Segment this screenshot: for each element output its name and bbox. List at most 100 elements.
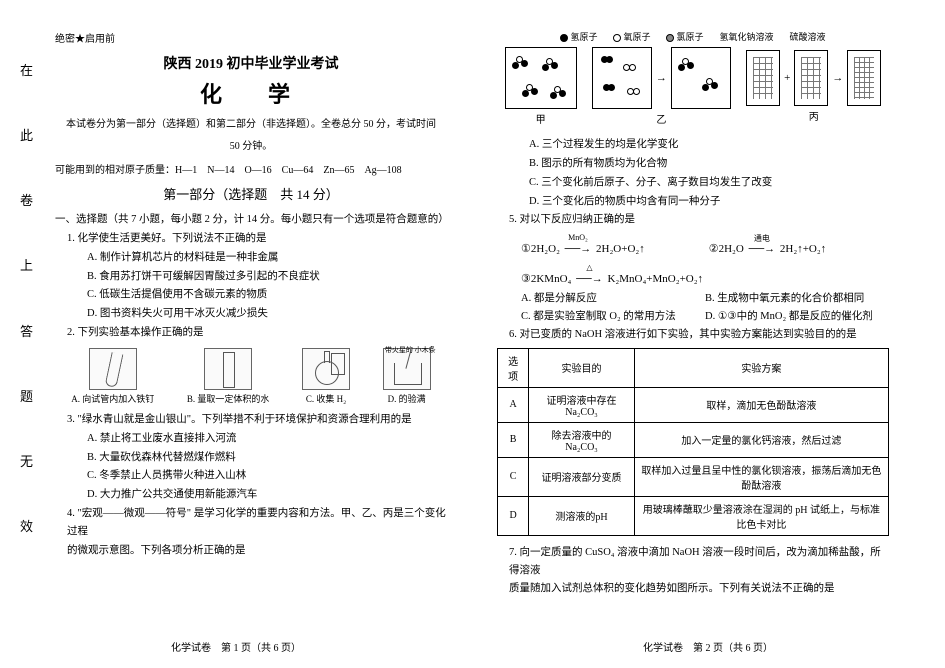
q1-opt-a: A. 制作计算机芯片的材料硅是一种非金属 — [55, 249, 447, 267]
exam-title-line2: 化 学 — [55, 77, 447, 109]
table-row: C 证明溶液部分变质 取样加入过量且呈中性的氯化钡溶液，振荡后滴加无色酚酞溶液 — [498, 457, 889, 496]
q5-eq1: ①2H₂O₂ MnO₂──→ 2H₂O+O₂↑ — [521, 235, 645, 255]
part1-heading: 一、选择题（共 7 小题，每小题 2 分，计 14 分。每小题只有一个选项是符合… — [55, 211, 447, 229]
side-char: 答 — [20, 321, 38, 340]
q1-opt-b: B. 食用苏打饼干可缓解因胃酸过多引起的不良症状 — [55, 268, 447, 286]
reaction-arrow-icon: MnO₂──→ — [565, 235, 592, 255]
q1-opt-d: D. 图书资料失火可用干冰灭火减少损失 — [55, 305, 447, 323]
footer-page-2: 化学试卷 第 2 页（共 6 页） — [472, 639, 944, 654]
reaction-yi-left-icon — [592, 47, 652, 109]
q6-cell: C — [498, 457, 529, 496]
q5-options: A. 都是分解反应 B. 生成物中氧元素的化合价都相同 C. 都是实验室制取 O… — [497, 290, 889, 326]
footer-page-1: 化学试卷 第 1 页（共 6 页） — [0, 639, 472, 654]
q2-fig-c: C. 收集 H₂ — [302, 348, 350, 405]
q6-cell: 除去溶液中的 Na₂CO₃ — [529, 422, 635, 457]
legend-o: 氧原子 — [613, 30, 650, 43]
side-char: 题 — [20, 386, 38, 405]
reaction-yi-right-icon — [671, 47, 731, 109]
confidential-label: 绝密★启用前 — [55, 30, 447, 45]
bottle-product-icon — [847, 50, 881, 106]
side-char: 效 — [20, 516, 38, 535]
legend-h2so4: 硫酸溶液 — [790, 30, 826, 43]
q6-cell: 证明溶液部分变质 — [529, 457, 635, 496]
q6-table: 选项 实验目的 实验方案 A 证明溶液中存在 Na₂CO₃ 取样，滴加无色酚酞溶… — [497, 348, 889, 536]
q6-cell: D — [498, 496, 529, 535]
q3-opt-b: B. 大量砍伐森林代替燃煤作燃料 — [55, 449, 447, 467]
q2-fig-d-caption: D. 的验满 — [383, 392, 431, 405]
q6-cell: B — [498, 422, 529, 457]
q6-cell: 用玻璃棒蘸取少量溶液涂在湿润的 pH 试纸上，与标准比色卡对比 — [634, 496, 888, 535]
q3-opt-a: A. 禁止将工业废水直接排入河流 — [55, 430, 447, 448]
q6-stem: 6. 对已变质的 NaOH 溶液进行如下实验，其中实验方案能达到实验目的的是 — [497, 326, 889, 344]
q1-stem: 1. 化学使生活更美好。下列说法不正确的是 — [55, 230, 447, 248]
q6-th-plan: 实验方案 — [634, 348, 888, 387]
label-bing: 丙 — [746, 108, 881, 123]
q3-stem: 3. "绿水青山就是金山银山"。下列举措不利于环境保护和资源合理利用的是 — [55, 411, 447, 429]
section-1-title: 第一部分（选择题 共 14 分） — [55, 184, 447, 203]
q6-header-row: 选项 实验目的 实验方案 — [498, 348, 889, 387]
plus-icon: + — [784, 72, 790, 84]
q2-fig-d: 带火星的 小木条 D. 的验满 — [383, 348, 431, 405]
q7-l1: 7. 向一定质量的 CuSO₄ 溶液中滴加 NaOH 溶液一段时间后，改为滴加稀… — [497, 544, 889, 580]
instructions-line1: 本试卷分为第一部分（选择题）和第二部分（非选择题）。全卷总分 50 分，考试时间 — [55, 117, 447, 133]
binding-margin-text: 在 此 卷 上 答 题 无 效 — [20, 60, 38, 580]
reaction-arrow-icon: △──→ — [576, 265, 603, 285]
q6-cell: 取样加入过量且呈中性的氯化钡溶液，振荡后滴加无色酚酞溶液 — [634, 457, 888, 496]
q5-eq2: ②2H₂O 通电──→ 2H₂↑+O₂↑ — [709, 235, 826, 255]
arrow-icon: → — [832, 72, 843, 84]
q2-fig-a-caption: A. 向试管内加入铁钉 — [71, 392, 154, 405]
gas-collection-icon — [302, 348, 350, 390]
q4-stem-l2: 的微观示意图。下列各项分析正确的是 — [55, 542, 447, 560]
q4-stem-l1: 4. "宏观——微观——符号" 是学习化学的重要内容和方法。甲、乙、丙是三个变化… — [55, 505, 447, 541]
page-2: 氢原子 氧原子 氯原子 氢氧化钠溶液 硫酸溶液 甲 → — [472, 0, 944, 668]
gas-test-icon: 带火星的 小木条 — [383, 348, 431, 390]
q2-fig-b-caption: B. 量取一定体积的水 — [187, 392, 270, 405]
q6-cell: 加入一定量的氯化钙溶液，然后过滤 — [634, 422, 888, 457]
q5-stem: 5. 对以下反应归纳正确的是 — [497, 211, 889, 229]
atomic-masses: 可能用到的相对原子质量：H—1 N—14 O—16 Cu—64 Zn—65 Ag… — [55, 161, 447, 176]
q4-opt-b: B. 图示的所有物质均为化合物 — [497, 155, 889, 173]
side-char: 卷 — [20, 190, 38, 209]
atom-legend: 氢原子 氧原子 氯原子 氢氧化钠溶液 硫酸溶液 — [497, 30, 889, 43]
q4-opt-d: D. 三个变化后的物质中均含有同一种分子 — [497, 193, 889, 211]
side-char: 此 — [20, 125, 38, 144]
q6-cell: 证明溶液中存在 Na₂CO₃ — [529, 387, 635, 422]
legend-h: 氢原子 — [560, 30, 597, 43]
side-char: 在 — [20, 60, 38, 79]
q7-l2: 质量随加入试剂总体积的变化趋势如图所示。下列有关说法不正确的是 — [497, 580, 889, 598]
q5-opt-c: C. 都是实验室制取 O₂ 的常用方法 — [521, 308, 705, 326]
test-tube-icon — [89, 348, 137, 390]
splint-label: 带火星的 小木条 — [385, 347, 436, 354]
label-yi: 乙 — [592, 111, 731, 126]
label-jia: 甲 — [505, 111, 577, 126]
q5-eq-row1: ①2H₂O₂ MnO₂──→ 2H₂O+O₂↑ ②2H₂O 通电──→ 2H₂↑… — [497, 230, 889, 260]
reaction-box-yi: → 乙 — [592, 47, 731, 126]
graduated-cylinder-icon — [204, 348, 252, 390]
q5-opt-b: B. 生成物中氧元素的化合价都相同 — [705, 290, 889, 308]
side-char: 上 — [20, 255, 38, 274]
atoms-prefix: 可能用到的相对原子质量： — [55, 165, 175, 176]
q4-diagram-row: 甲 → 乙 + → — [497, 47, 889, 126]
table-row: D 测溶液的pH 用玻璃棒蘸取少量溶液涂在湿润的 pH 试纸上，与标准比色卡对比 — [498, 496, 889, 535]
q2-stem: 2. 下列实验基本操作正确的是 — [55, 324, 447, 342]
side-char: 无 — [20, 451, 38, 470]
table-row: B 除去溶液中的 Na₂CO₃ 加入一定量的氯化钙溶液，然后过滤 — [498, 422, 889, 457]
q4-opt-c: C. 三个变化前后原子、分子、离子数目均发生了改变 — [497, 174, 889, 192]
reaction-arrow-icon: 通电──→ — [749, 235, 776, 255]
q3-opt-c: C. 冬季禁止人员携带火种进入山林 — [55, 467, 447, 485]
reaction-box-bing: + → 丙 — [746, 50, 881, 123]
instructions-line2: 50 分钟。 — [55, 139, 447, 155]
table-row: A 证明溶液中存在 Na₂CO₃ 取样，滴加无色酚酞溶液 — [498, 387, 889, 422]
q6-cell: 取样，滴加无色酚酞溶液 — [634, 387, 888, 422]
atoms-list: H—1 N—14 O—16 Cu—64 Zn—65 Ag—108 — [175, 165, 402, 176]
q3-opt-d: D. 大力推广公共交通使用新能源汽车 — [55, 486, 447, 504]
q4-opt-a: A. 三个过程发生的均是化学变化 — [497, 136, 889, 154]
exam-title-line1: 陕西 2019 初中毕业学业考试 — [55, 53, 447, 73]
bottle-h2so4-icon — [794, 50, 828, 106]
q5-opt-a: A. 都是分解反应 — [521, 290, 705, 308]
q2-figure-row: A. 向试管内加入铁钉 B. 量取一定体积的水 C. 收集 H₂ 带火星的 小木… — [55, 348, 447, 405]
arrow-icon: → — [656, 72, 667, 84]
q2-fig-b: B. 量取一定体积的水 — [187, 348, 270, 405]
q2-fig-a: A. 向试管内加入铁钉 — [71, 348, 154, 405]
page-1: 在 此 卷 上 答 题 无 效 绝密★启用前 陕西 2019 初中毕业学业考试 … — [0, 0, 472, 668]
